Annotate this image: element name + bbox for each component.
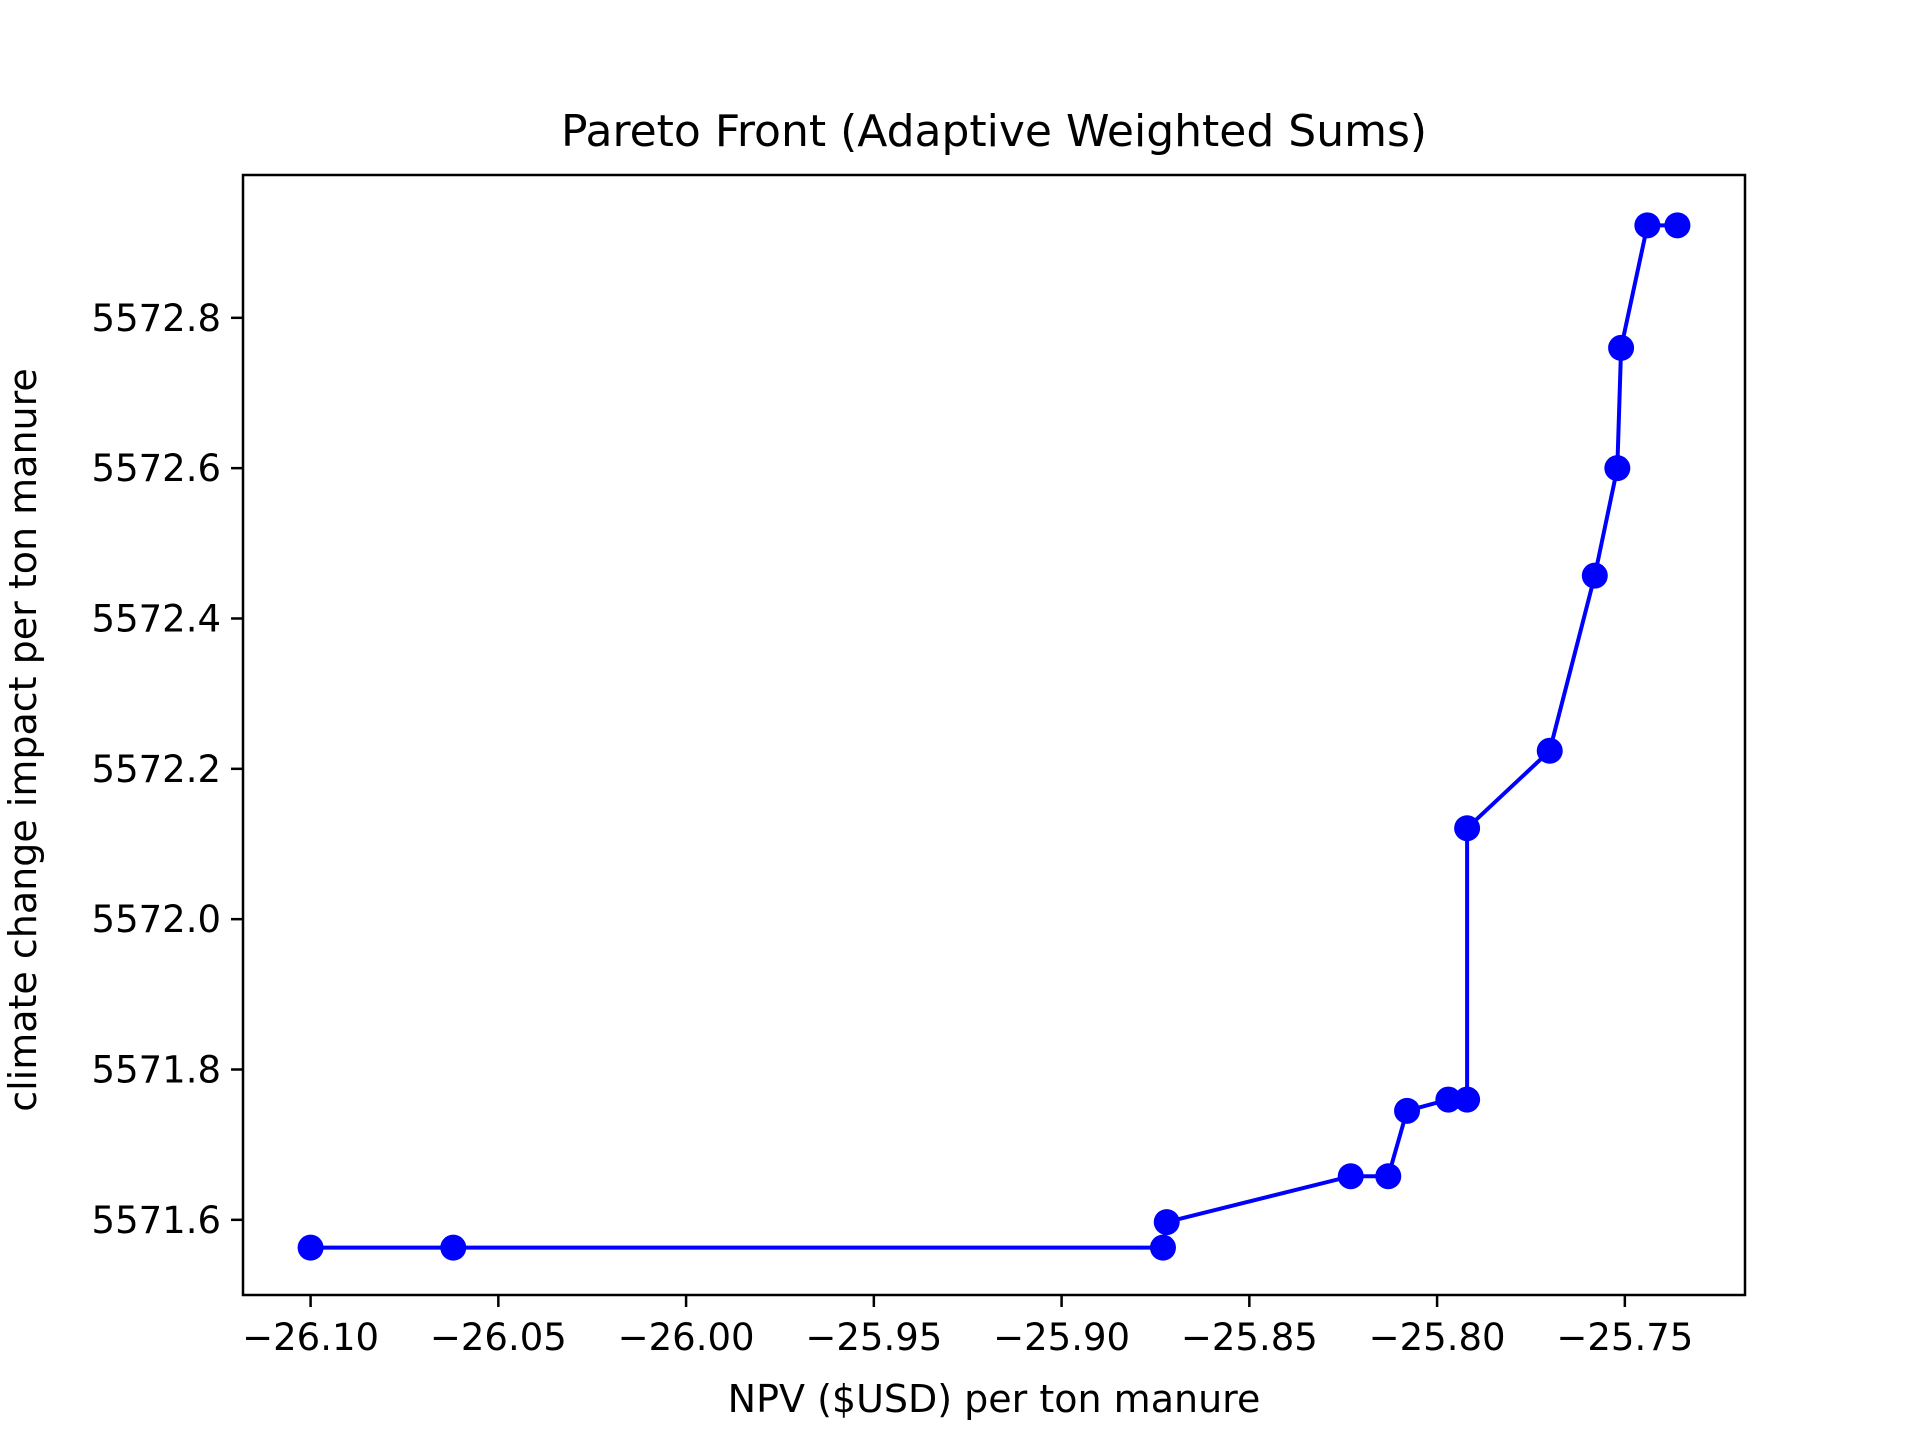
- data-point: [1608, 334, 1635, 361]
- data-series: [297, 212, 1691, 1261]
- y-axis-label: climate change impact per ton manure: [1, 368, 45, 1112]
- x-tick-label: −25.85: [1181, 1316, 1318, 1359]
- data-point: [1454, 1086, 1481, 1113]
- x-axis-label: NPV ($USD) per ton manure: [728, 1377, 1261, 1421]
- data-point: [1435, 1086, 1462, 1113]
- data-point: [1337, 1163, 1364, 1190]
- data-point: [440, 1234, 467, 1261]
- x-tick-label: −26.10: [242, 1316, 379, 1359]
- data-point: [1394, 1097, 1421, 1124]
- y-tick-label: 5572.4: [92, 597, 221, 640]
- data-point: [1664, 212, 1691, 239]
- data-point: [1454, 815, 1481, 842]
- y-tick-label: 5572.2: [92, 748, 221, 791]
- data-point: [1634, 212, 1661, 239]
- x-axis-ticks: −26.10 −26.05 −26.00 −25.95 −25.90 −25.85 −25.…: [242, 1295, 1693, 1359]
- x-tick-label: −25.90: [993, 1316, 1130, 1359]
- y-tick-label: 5572.6: [92, 447, 221, 490]
- x-tick-label: −25.95: [805, 1316, 942, 1359]
- x-tick-label: −26.00: [618, 1316, 755, 1359]
- x-tick-label: −26.05: [430, 1316, 567, 1359]
- x-tick-label: −25.80: [1369, 1316, 1506, 1359]
- plot-frame: [241, 173, 1747, 1297]
- data-point: [1153, 1209, 1180, 1236]
- data-point: [1581, 562, 1608, 589]
- chart-title: Pareto Front (Adaptive Weighted Sums): [561, 106, 1427, 157]
- y-axis-ticks: 5571.6 5571.8 5572.0 5572.2 5572.4 5572.6 5572…: [92, 297, 243, 1242]
- data-point: [297, 1234, 324, 1261]
- data-point: [1604, 455, 1631, 482]
- y-tick-label: 5571.8: [92, 1048, 221, 1091]
- y-tick-label: 5571.6: [92, 1199, 221, 1242]
- data-point: [1536, 737, 1563, 764]
- y-tick-label: 5572.8: [92, 297, 221, 340]
- data-point: [1149, 1234, 1176, 1261]
- data-point: [1375, 1163, 1402, 1190]
- y-tick-label: 5572.0: [92, 898, 221, 941]
- x-tick-label: −25.75: [1556, 1316, 1693, 1359]
